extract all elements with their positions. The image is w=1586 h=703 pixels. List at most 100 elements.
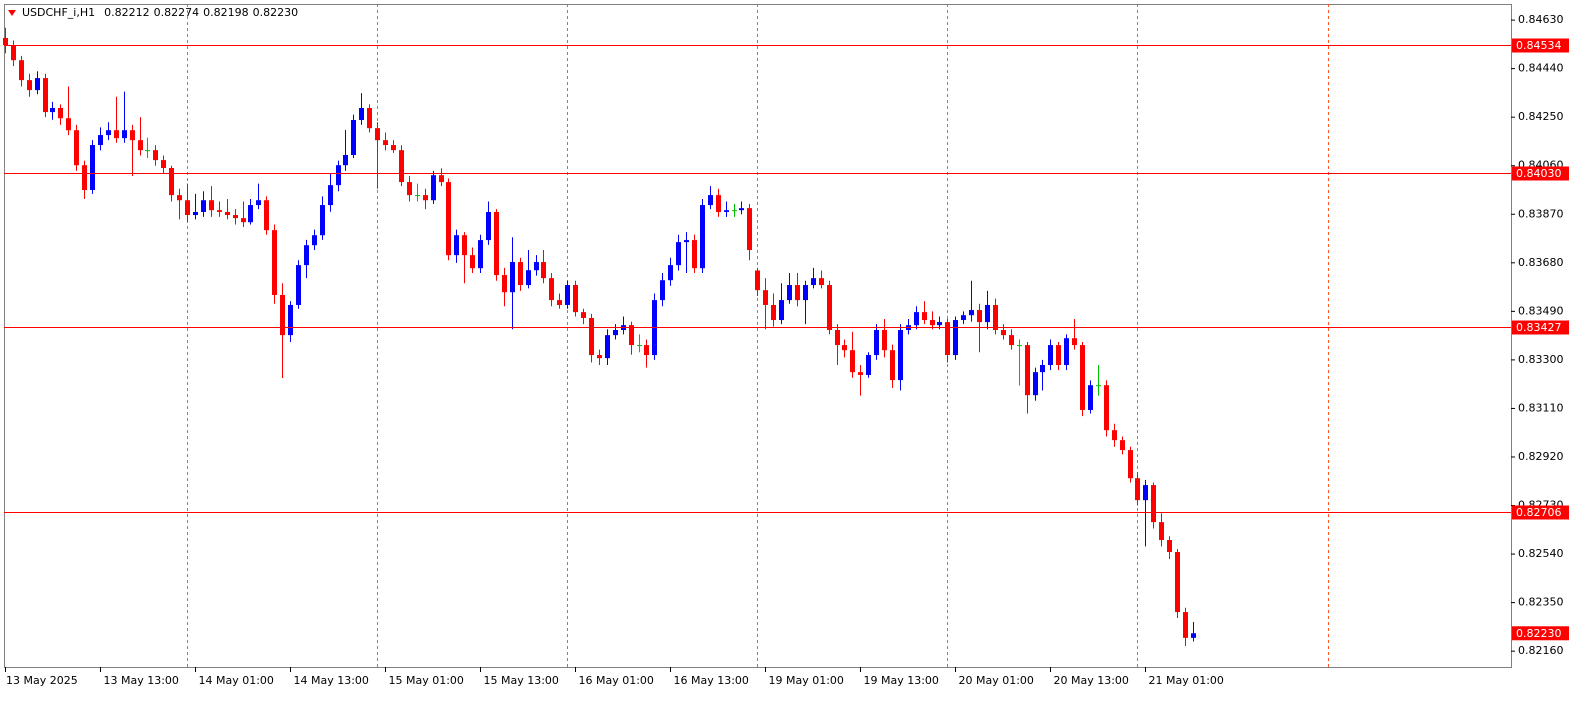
candle-body [541, 262, 546, 279]
candle-body [35, 78, 40, 91]
x-tick-label: 16 May 01:00 [579, 674, 654, 687]
menu-triangle[interactable] [8, 10, 16, 16]
candle-body [336, 165, 341, 186]
y-tick-label: 0.83490 [1518, 304, 1564, 317]
candle-body [193, 211, 198, 216]
candle-body [494, 211, 499, 276]
candle-body [1025, 345, 1030, 396]
candle-body [248, 205, 253, 223]
candle-body [763, 290, 768, 305]
candle-body [811, 278, 816, 286]
candle-body [739, 208, 744, 211]
candle-body [1017, 345, 1022, 347]
candle-body [605, 335, 610, 359]
candle-body [1191, 633, 1196, 638]
x-tick-label: 15 May 13:00 [484, 674, 559, 687]
x-tick-label: 21 May 01:00 [1149, 674, 1224, 687]
x-tick-label: 19 May 13:00 [864, 674, 939, 687]
candle-body [415, 195, 420, 197]
candle-body [985, 304, 990, 323]
candle-body [1104, 385, 1109, 431]
candle-body [19, 60, 24, 81]
candle-body [1056, 345, 1061, 366]
candle-body [1009, 335, 1014, 346]
candle-body [874, 330, 879, 356]
candle-body [1112, 430, 1117, 441]
candle-body [724, 210, 729, 212]
candle-body [1159, 522, 1164, 541]
candle-body [708, 195, 713, 206]
symbol: USDCHF_i,H1 [22, 6, 95, 19]
candle-body [1040, 365, 1045, 373]
candle-body [304, 245, 309, 266]
candle-body [637, 345, 642, 347]
candle-body [1072, 338, 1077, 346]
candle-body [375, 128, 380, 141]
y-tick-label: 0.83110 [1518, 401, 1564, 414]
candle-body [1151, 485, 1156, 523]
candle-body [953, 320, 958, 356]
candle-body [644, 345, 649, 356]
y-tick-label: 0.83300 [1518, 353, 1564, 366]
candle-body [114, 130, 119, 139]
candle-body [1064, 338, 1069, 366]
candle-body [153, 150, 158, 161]
candle-body [320, 205, 325, 236]
x-tick-label: 20 May 01:00 [959, 674, 1034, 687]
candle-body [961, 315, 966, 321]
candle-body [518, 262, 523, 286]
candle-body [328, 185, 333, 206]
header-low: 0.82198 [203, 6, 249, 19]
candle-body [557, 300, 562, 305]
candle-body [241, 218, 246, 223]
candle-body [1080, 345, 1085, 410]
candle-body [597, 355, 602, 359]
candle-body [945, 322, 950, 356]
y-tick-label: 0.82920 [1518, 450, 1564, 463]
candle-body [106, 130, 111, 136]
candle-body [1135, 478, 1140, 501]
level-label: 0.84030 [1516, 167, 1562, 180]
candle-body [565, 285, 570, 305]
candle-body [898, 330, 903, 381]
candle-body [98, 135, 103, 146]
price-label: 0.82230 [1516, 627, 1562, 640]
candle-body [351, 119, 356, 155]
candle-body [676, 242, 681, 266]
candle-body [272, 230, 277, 296]
candle-body [526, 270, 531, 286]
candle-body [82, 165, 87, 190]
candle-body [858, 372, 863, 375]
candle-body [50, 107, 55, 113]
candle-body [1033, 372, 1038, 396]
candle-body [383, 140, 388, 146]
candle-body [446, 182, 451, 256]
candle-body [3, 37, 8, 46]
candle-body [169, 168, 174, 196]
candle-body [573, 285, 578, 313]
candle-body [90, 145, 95, 190]
candle-body [462, 235, 467, 256]
candle-body [993, 304, 998, 331]
candle-body [827, 285, 832, 331]
candle-body [66, 118, 71, 131]
x-tick-label: 13 May 2025 [6, 674, 78, 687]
x-tick-label: 13 May 13:00 [104, 674, 179, 687]
candle-body [280, 295, 285, 336]
candle-body [1143, 485, 1148, 501]
candle-body [407, 182, 412, 196]
x-tick-label: 15 May 01:00 [389, 674, 464, 687]
y-tick-label: 0.82540 [1518, 547, 1564, 560]
candle-body [367, 107, 372, 129]
candle-body [819, 278, 824, 286]
candle-body [233, 215, 238, 219]
candle-body [201, 200, 206, 212]
level-label: 0.83427 [1516, 321, 1562, 334]
level-label: 0.84534 [1516, 39, 1562, 52]
candle-body [747, 208, 752, 251]
candle-body [771, 304, 776, 321]
candle-body [1175, 552, 1180, 613]
candle-body [890, 350, 895, 381]
